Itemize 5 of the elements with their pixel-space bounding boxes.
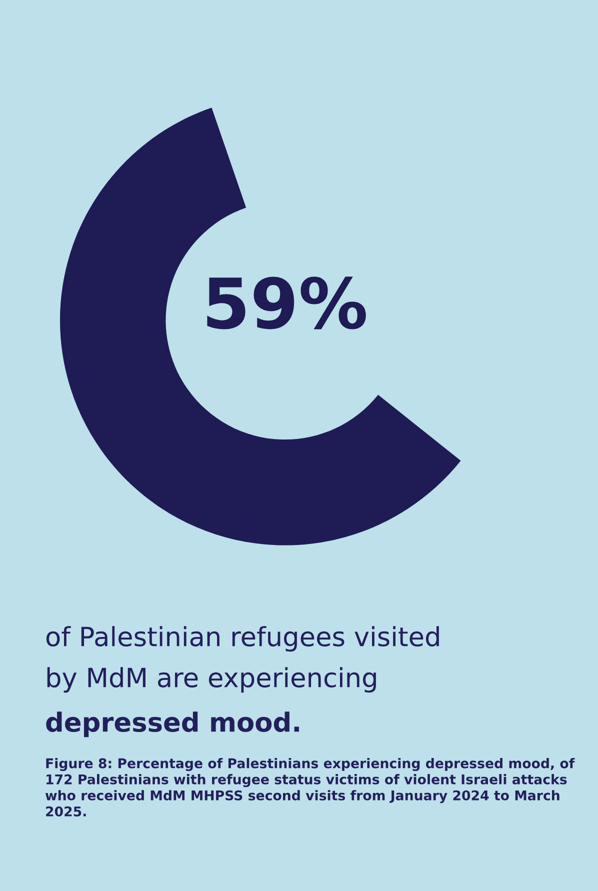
text: depressed mood. xyxy=(46,712,299,738)
caption: Figure 8: Percentage of Palestinians experiencing depressed mood, of 172 Palestinians with refugee status victims of violent Israeli attacks who received MdM MHPSS second visits from January 2024 to March 2025. xyxy=(45,758,575,816)
text: 59% xyxy=(207,276,366,330)
text: of Palestinian refugees visited xyxy=(46,626,439,652)
text: by MdM are experiencing xyxy=(47,667,376,693)
